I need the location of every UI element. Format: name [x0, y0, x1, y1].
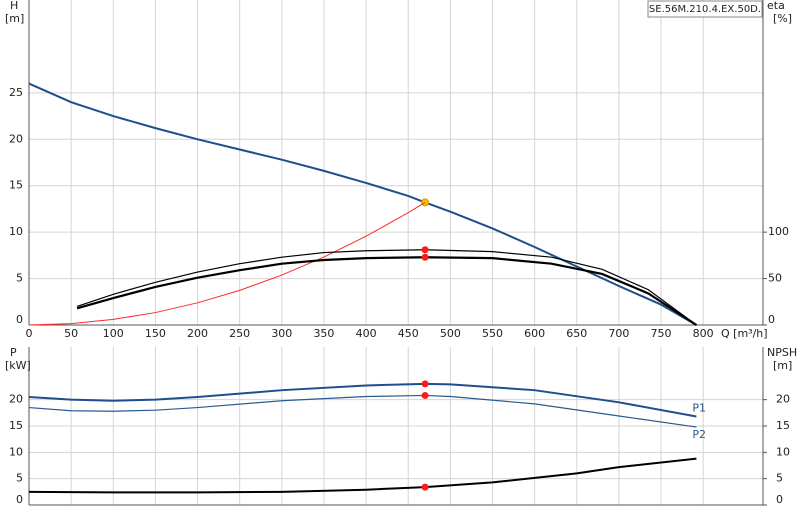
- y2-axis-label: eta: [767, 0, 785, 12]
- y2-tick-label: 50: [768, 272, 782, 285]
- series-line: [28, 394, 697, 428]
- x-tick-label: 750: [651, 327, 672, 340]
- x-tick-label: 50: [64, 327, 78, 340]
- operating-point: [421, 380, 429, 388]
- y-tick-label: 25: [9, 86, 23, 99]
- x-axis-label: Q [m³/h]: [721, 327, 768, 340]
- x-tick-label: 0: [26, 327, 33, 340]
- series-line: [76, 249, 697, 326]
- x-tick-label: 450: [398, 327, 419, 340]
- x-tick-label: 100: [103, 327, 124, 340]
- y-axis-label: H: [10, 0, 18, 12]
- x-tick-label: 500: [440, 327, 461, 340]
- operating-point: [421, 246, 429, 254]
- y-tick-label: 15: [9, 419, 23, 432]
- operating-point: [421, 391, 429, 399]
- y-tick-label: 10: [9, 225, 23, 238]
- y-tick-label: 0: [16, 493, 23, 506]
- series-label: P1: [692, 402, 706, 415]
- title-box: [647, 0, 763, 18]
- x-tick-label: 350: [313, 327, 334, 340]
- x-tick-label: 300: [271, 327, 292, 340]
- y-axis-unit: [kW]: [5, 359, 31, 372]
- series-line: [28, 457, 697, 494]
- y2-tick-label: 10: [776, 445, 790, 458]
- y2-axis-unit: [%]: [773, 12, 792, 25]
- y2-axis-unit: [m]: [773, 359, 792, 372]
- x-tick-label: 800: [693, 327, 714, 340]
- y-tick-label: 20: [9, 132, 23, 145]
- series-label: P2: [692, 428, 706, 441]
- x-tick-label: 550: [482, 327, 503, 340]
- y-tick-label: 10: [9, 445, 23, 458]
- x-tick-label: 700: [608, 327, 629, 340]
- x-tick-label: 400: [356, 327, 377, 340]
- chart-title: SE.56M.210.4.EX.50D.: [649, 4, 761, 15]
- y-axis-unit: [m]: [5, 12, 24, 25]
- operating-point: [421, 253, 429, 261]
- x-tick-label: 250: [229, 327, 250, 340]
- series-line: [28, 202, 426, 326]
- y-tick-label: 5: [16, 272, 23, 285]
- y-tick-label: 5: [16, 472, 23, 485]
- series-line: [76, 256, 698, 326]
- y-tick-label: 20: [9, 393, 23, 406]
- y2-tick-label: 20: [776, 393, 790, 406]
- y-axis-label: P: [10, 346, 17, 359]
- y2-tick-label: 5: [776, 472, 783, 485]
- y2-tick-label: 0: [768, 313, 775, 326]
- y2-tick-label: 0: [776, 493, 783, 506]
- y2-tick-label: 100: [768, 225, 789, 238]
- x-tick-label: 600: [524, 327, 545, 340]
- y-tick-label: 0: [16, 313, 23, 326]
- y2-tick-label: 15: [776, 419, 790, 432]
- x-tick-label: 650: [566, 327, 587, 340]
- series-line: [28, 382, 697, 418]
- operating-point: [421, 483, 429, 491]
- x-tick-label: 150: [145, 327, 166, 340]
- y2-axis-label: NPSH: [767, 346, 797, 359]
- y-tick-label: 15: [9, 179, 23, 192]
- x-tick-label: 200: [187, 327, 208, 340]
